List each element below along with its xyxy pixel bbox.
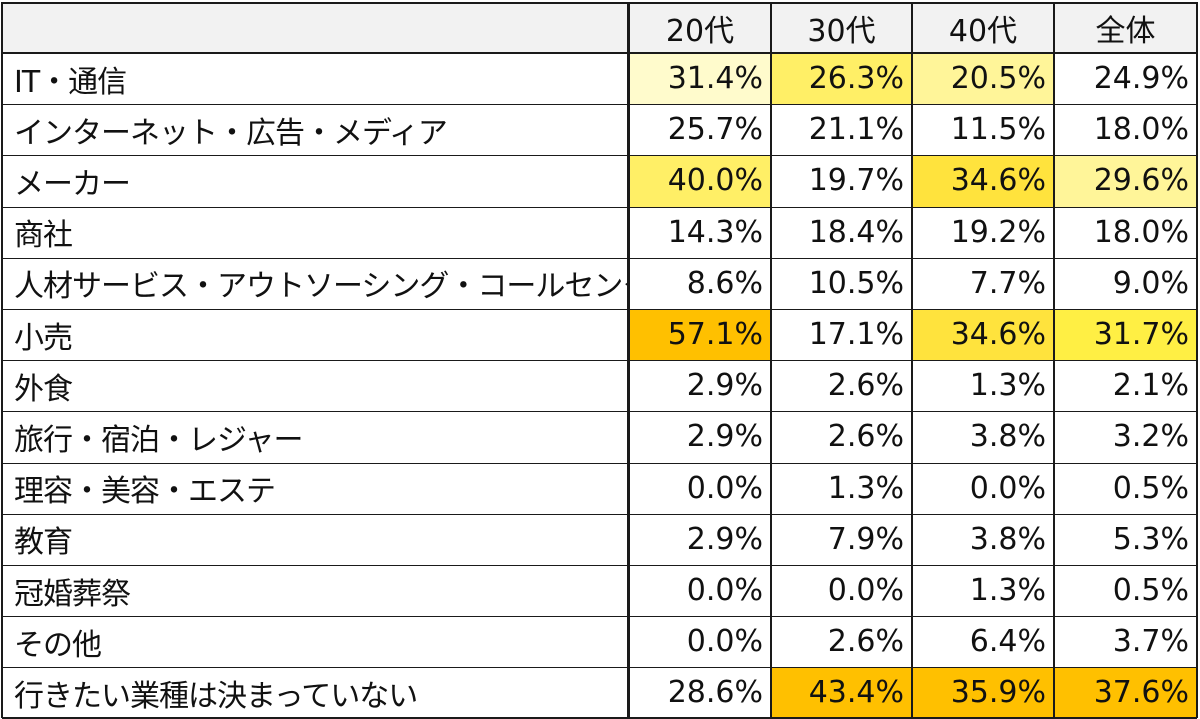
value-cell: 31.7%: [1054, 309, 1197, 361]
column-divider: [1196, 2, 1198, 718]
value-cell: 37.6%: [1054, 667, 1197, 719]
value-cell: 1.3%: [969, 368, 1046, 404]
value-cell: 0.5%: [1112, 573, 1189, 609]
column-divider: [770, 2, 772, 718]
value-cell: 20.5%: [912, 53, 1054, 105]
value-cell: 40.0%: [629, 155, 771, 207]
row-divider: [2, 565, 1197, 566]
row-divider: [2, 2, 1197, 4]
value-cell: 25.7%: [667, 112, 763, 148]
column-divider: [1053, 2, 1055, 718]
value-cell: 11.5%: [950, 112, 1046, 148]
value-cell: 7.7%: [969, 265, 1046, 301]
value-cell: 29.6%: [1054, 155, 1197, 207]
value-cell: 18.0%: [1093, 214, 1189, 250]
value-cell: 1.3%: [827, 470, 904, 506]
value-cell: 0.0%: [686, 573, 763, 609]
value-cell: 19.2%: [950, 214, 1046, 250]
value-cell: 0.0%: [969, 470, 1046, 506]
value-cell: 3.8%: [969, 419, 1046, 455]
row-label: 人材サービス・アウトソーシング・コールセンター: [14, 269, 629, 305]
value-cell: 3.7%: [1112, 624, 1189, 660]
value-cell: 6.4%: [969, 624, 1046, 660]
value-cell: 43.4%: [771, 667, 912, 719]
value-cell: 0.0%: [686, 624, 763, 660]
row-label: 外食: [14, 371, 73, 407]
value-cell: 35.9%: [912, 667, 1054, 719]
row-label: 商社: [14, 218, 73, 254]
value-cell: 2.9%: [686, 521, 763, 557]
value-cell: 1.3%: [969, 573, 1046, 609]
row-label: 教育: [14, 525, 73, 561]
row-divider: [2, 667, 1197, 668]
row-label: 理容・美容・エステ: [14, 474, 276, 510]
column-header: 30代: [807, 14, 876, 49]
row-label: 冠婚葬祭: [14, 576, 131, 612]
row-divider: [2, 411, 1197, 412]
value-cell: 18.4%: [808, 214, 904, 250]
value-cell: 28.6%: [667, 675, 763, 711]
value-cell: 57.1%: [629, 309, 771, 361]
value-cell: 2.6%: [827, 624, 904, 660]
value-cell: 21.1%: [808, 112, 904, 148]
row-divider: [2, 360, 1197, 361]
row-divider: [2, 463, 1197, 464]
row-label: インターネット・広告・メディア: [14, 115, 448, 151]
header-row: [2, 3, 1197, 53]
column-divider: [911, 2, 913, 718]
value-cell: 2.1%: [1112, 368, 1189, 404]
row-label: 旅行・宿泊・レジャー: [14, 422, 304, 458]
value-cell: 0.5%: [1112, 470, 1189, 506]
value-cell: 34.6%: [912, 309, 1054, 361]
row-divider: [2, 207, 1197, 208]
row-divider: [2, 309, 1197, 310]
value-cell: 26.3%: [771, 53, 912, 105]
value-cell: 0.0%: [686, 470, 763, 506]
row-divider: [2, 514, 1197, 515]
value-cell: 0.0%: [827, 573, 904, 609]
row-divider: [2, 155, 1197, 156]
value-cell: 2.9%: [686, 368, 763, 404]
value-cell: 34.6%: [912, 155, 1054, 207]
value-cell: 2.6%: [827, 368, 904, 404]
row-divider: [2, 717, 1197, 719]
value-cell: 24.9%: [1093, 61, 1189, 97]
row-divider: [2, 52, 1197, 54]
value-cell: 7.9%: [827, 521, 904, 557]
value-cell: 3.2%: [1112, 419, 1189, 455]
row-label: その他: [14, 627, 102, 663]
value-cell: 9.0%: [1112, 265, 1189, 301]
value-cell: 17.1%: [808, 317, 904, 353]
value-cell: 2.9%: [686, 419, 763, 455]
row-divider: [2, 616, 1197, 617]
value-cell: 18.0%: [1093, 112, 1189, 148]
value-cell: 3.8%: [969, 521, 1046, 557]
value-cell: 31.4%: [629, 53, 771, 105]
value-cell: 8.6%: [686, 265, 763, 301]
column-divider: [1, 2, 3, 718]
value-cell: 5.3%: [1112, 521, 1189, 557]
value-cell: 14.3%: [667, 214, 763, 250]
value-cell: 10.5%: [808, 265, 904, 301]
row-label: IT・通信: [14, 64, 127, 100]
value-cell: 19.7%: [808, 163, 904, 199]
row-label: 行きたい業種は決まっていない: [14, 678, 418, 714]
row-divider: [2, 258, 1197, 259]
row-label: 小売: [14, 320, 73, 356]
column-header: 40代: [948, 14, 1018, 49]
value-cell: 2.6%: [827, 419, 904, 455]
row-label: メーカー: [14, 166, 131, 202]
row-divider: [2, 104, 1197, 105]
column-header: 全体: [1095, 14, 1156, 49]
column-header: 20代: [665, 14, 735, 49]
column-divider: [627, 2, 630, 718]
